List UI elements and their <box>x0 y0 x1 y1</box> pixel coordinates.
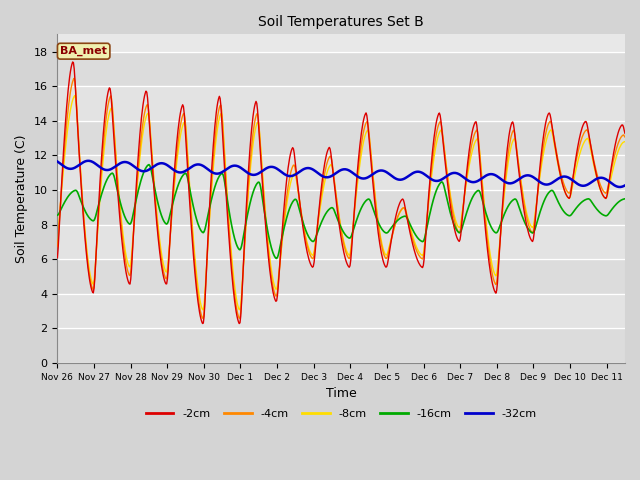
Bar <box>58 121 625 156</box>
Y-axis label: Soil Temperature (C): Soil Temperature (C) <box>15 134 28 263</box>
X-axis label: Time: Time <box>326 387 356 400</box>
Bar <box>58 190 625 225</box>
Bar <box>58 259 625 294</box>
Bar <box>58 294 625 328</box>
Bar <box>58 328 625 363</box>
Title: Soil Temperatures Set B: Soil Temperatures Set B <box>259 15 424 29</box>
Bar <box>58 156 625 190</box>
Bar <box>58 225 625 259</box>
Bar <box>58 86 625 121</box>
Text: BA_met: BA_met <box>60 46 107 56</box>
Legend: -2cm, -4cm, -8cm, -16cm, -32cm: -2cm, -4cm, -8cm, -16cm, -32cm <box>141 404 541 423</box>
Bar <box>58 52 625 86</box>
